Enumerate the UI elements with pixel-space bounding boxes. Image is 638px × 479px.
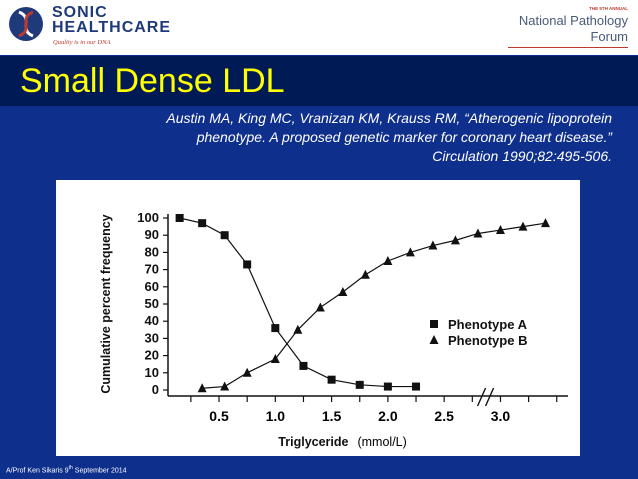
footer: A/Prof Ken Sikaris 9th September 2014: [6, 465, 127, 474]
citation-line2: phenotype. A proposed genetic marker for…: [196, 129, 612, 145]
legend-label: Phenotype A: [448, 317, 528, 332]
legend-marker-triangle: [429, 335, 439, 344]
forum-annual: THE 5TH ANNUAL: [589, 6, 628, 11]
y-tick-label: 80: [145, 244, 159, 259]
y-tick-label: 10: [145, 365, 159, 380]
header-bar: SONIC HEALTHCARE Quality is in our DNA T…: [0, 0, 638, 55]
data-point-square: [383, 382, 392, 391]
data-point-square: [271, 324, 280, 333]
series-line-triangle: [202, 222, 546, 389]
legend-marker-square: [430, 320, 438, 328]
x-tick-label: 0.5: [209, 408, 229, 424]
brand-name-line1: SONIC: [52, 4, 108, 21]
y-axis-label: Cumulative percent frequency: [99, 214, 113, 393]
footer-date-rest: September 2014: [74, 467, 127, 475]
data-point-square: [198, 219, 207, 228]
y-tick-label: 90: [145, 227, 159, 242]
citation: Austin MA, King MC, Vranizan KM, Krauss …: [96, 109, 612, 166]
data-point-triangle: [383, 256, 393, 265]
y-tick-label: 100: [137, 210, 159, 225]
data-point-square: [412, 382, 421, 391]
x-tick-label: 2.0: [378, 408, 398, 424]
data-point-triangle: [450, 235, 460, 245]
citation-line1: Austin MA, King MC, Vranizan KM, Krauss …: [166, 110, 612, 126]
x-tick-label: 2.5: [434, 408, 454, 424]
data-point-triangle: [197, 383, 207, 393]
forum-name-line2: Forum: [590, 29, 628, 44]
y-tick-label: 0: [152, 382, 159, 397]
citation-line3: Circulation 1990;82:495-506.: [432, 148, 612, 164]
x-axis-unit: (mmol/L): [357, 435, 406, 449]
footer-date-day: 9: [64, 467, 69, 475]
data-point-triangle: [428, 240, 438, 250]
data-point-triangle: [270, 354, 280, 364]
forum-name-line1: National Pathology: [518, 13, 628, 28]
x-tick-label: 3.0: [491, 408, 511, 424]
data-point-triangle: [405, 247, 415, 257]
y-tick-label: 30: [145, 330, 159, 345]
slide-title: Small Dense LDL: [20, 62, 285, 100]
x-tick-label: 1.5: [322, 408, 342, 424]
data-point-square: [355, 380, 364, 389]
data-point-square: [327, 375, 336, 384]
brand-tagline: Quality is in our DNA: [53, 39, 111, 46]
footer-author: A/Prof Ken Sikaris: [6, 467, 63, 475]
y-tick-label: 70: [145, 262, 159, 277]
brand-name-line2: HEALTHCARE: [52, 19, 172, 36]
data-point-triangle: [242, 367, 252, 377]
chart: 0 10 20 30 40 50 60 70 80 90 100 Cumulative percent…: [99, 210, 568, 449]
axis-break-mark: [484, 387, 495, 407]
data-point-triangle: [518, 221, 528, 231]
x-axis-label: Triglyceride: [278, 435, 348, 449]
chart-panel: 0 10 20 30 40 50 60 70 80 90 100 Cumulative percent…: [56, 180, 580, 456]
data-point-triangle: [315, 302, 325, 312]
legend-label: Phenotype B: [448, 333, 527, 348]
forum-name: National Pathology Forum: [428, 13, 628, 45]
data-point-triangle: [540, 218, 550, 228]
brand-name: SONIC HEALTHCARE: [52, 4, 172, 36]
y-tick-label: 60: [145, 279, 159, 294]
data-point-triangle: [473, 228, 483, 238]
y-tick-label: 40: [145, 313, 159, 328]
data-point-triangle: [220, 381, 230, 391]
data-point-square: [243, 260, 252, 269]
title-band: [0, 56, 638, 106]
series-line-square: [179, 217, 417, 388]
data-point-triangle: [338, 286, 348, 296]
y-tick-label: 50: [145, 296, 159, 311]
sonic-logo-icon: [9, 7, 43, 41]
data-point-triangle: [495, 225, 505, 235]
data-point-square: [220, 231, 229, 240]
data-point-square: [299, 361, 308, 370]
y-tick-label: 20: [145, 348, 159, 363]
x-tick-label: 1.0: [266, 408, 286, 424]
data-point-triangle: [360, 269, 370, 279]
axis-break-mark: [476, 387, 487, 407]
data-point-triangle: [293, 324, 303, 334]
data-point-square: [175, 214, 184, 222]
footer-date-suffix: th: [68, 465, 73, 471]
forum-rule: [508, 47, 628, 48]
